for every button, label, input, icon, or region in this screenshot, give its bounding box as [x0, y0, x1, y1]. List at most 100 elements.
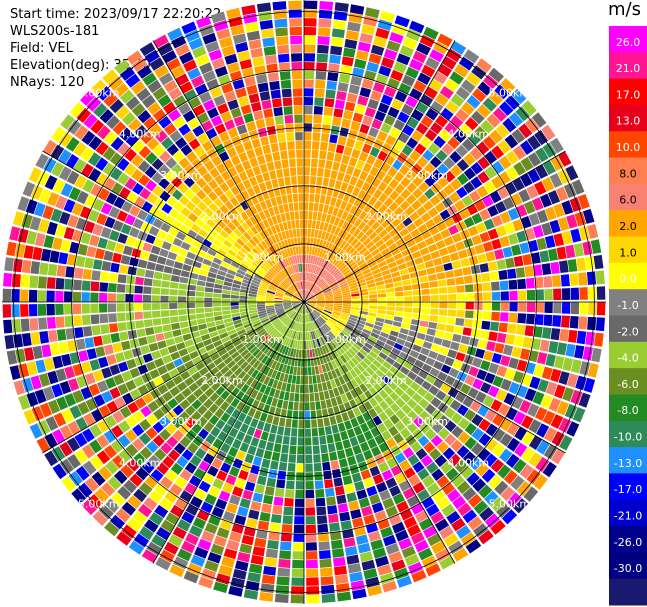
velocity-gate [310, 410, 317, 420]
velocity-gate [226, 360, 236, 369]
velocity-gate [288, 9, 302, 18]
velocity-gate [438, 414, 450, 427]
velocity-gate [308, 300, 317, 302]
velocity-gate [285, 480, 295, 490]
velocity-gate [180, 144, 193, 156]
velocity-gate [402, 317, 412, 324]
velocity-gate [180, 370, 191, 381]
velocity-gate [288, 454, 296, 463]
velocity-gate [223, 159, 234, 170]
velocity-gate [80, 163, 94, 178]
velocity-gate [299, 393, 304, 402]
velocity-gate [178, 123, 191, 136]
velocity-gate [106, 240, 117, 252]
velocity-gate [541, 366, 553, 380]
velocity-gate [257, 82, 269, 93]
velocity-gate [196, 189, 207, 200]
velocity-gate [275, 27, 288, 37]
velocity-gate [551, 448, 565, 465]
velocity-gate [322, 325, 329, 333]
velocity-gate [294, 293, 301, 300]
velocity-gate [451, 260, 462, 269]
velocity-gate [415, 101, 429, 114]
velocity-gate [165, 512, 180, 526]
velocity-gate [236, 238, 245, 247]
velocity-gate [373, 383, 383, 393]
velocity-gate [442, 447, 456, 460]
velocity-gate [167, 27, 183, 41]
velocity-gate [419, 320, 429, 328]
velocity-gate [217, 328, 227, 335]
velocity-gate [205, 343, 215, 352]
velocity-gate [379, 365, 389, 374]
velocity-gate [433, 71, 448, 85]
range-ring-label: 1.00km [242, 251, 284, 264]
velocity-gate [377, 379, 387, 389]
velocity-gate [325, 322, 333, 329]
velocity-gate [328, 63, 340, 73]
velocity-gate [247, 343, 256, 352]
velocity-gate [184, 188, 195, 200]
velocity-gate [112, 410, 125, 424]
velocity-gate [352, 407, 362, 417]
velocity-gate [172, 375, 183, 385]
velocity-gate [372, 473, 384, 485]
velocity-gate [291, 419, 298, 428]
velocity-gate [312, 211, 318, 220]
velocity-gate [345, 223, 353, 233]
velocity-gate [398, 440, 409, 452]
velocity-gate [450, 93, 465, 107]
velocity-gate [229, 494, 241, 506]
velocity-gate [446, 48, 462, 63]
velocity-gate [160, 295, 169, 302]
velocity-gate [541, 124, 556, 141]
velocity-gate [294, 264, 298, 273]
velocity-gate [46, 304, 55, 316]
velocity-gate [129, 257, 139, 267]
velocity-gate [482, 97, 497, 112]
velocity-gate [217, 375, 227, 385]
velocity-gate [236, 506, 249, 517]
velocity-gate [406, 398, 418, 409]
velocity-gate [457, 249, 468, 259]
velocity-gate [359, 551, 373, 563]
velocity-gate [101, 261, 112, 272]
velocity-gate [373, 343, 383, 351]
velocity-gate [158, 164, 170, 177]
velocity-gate [401, 545, 416, 559]
velocity-gate [146, 413, 158, 426]
velocity-gate [138, 336, 148, 346]
velocity-gate [483, 292, 492, 301]
velocity-gate [391, 271, 401, 278]
velocity-gate [260, 394, 268, 404]
velocity-gate [403, 516, 417, 529]
velocity-gate [394, 452, 407, 464]
velocity-gate [327, 205, 335, 215]
velocity-gate [181, 540, 196, 554]
velocity-gate [236, 124, 248, 135]
velocity-gate [340, 354, 348, 364]
velocity-gate [273, 496, 284, 506]
velocity-gate [313, 320, 319, 329]
velocity-gate [226, 416, 237, 427]
velocity-gate [313, 275, 319, 284]
velocity-gate [277, 177, 285, 187]
velocity-gate [282, 336, 289, 346]
velocity-gate [172, 237, 183, 247]
velocity-gate [360, 302, 369, 305]
velocity-gate [318, 18, 332, 28]
velocity-gate [323, 372, 330, 382]
velocity-gate [237, 224, 246, 234]
velocity-gate [561, 288, 571, 300]
velocity-gate [264, 557, 277, 567]
velocity-gate [271, 178, 279, 189]
velocity-gate [164, 233, 175, 244]
velocity-gate [207, 326, 217, 333]
velocity-gate [251, 369, 259, 379]
velocity-gate [514, 442, 528, 457]
velocity-gate [243, 589, 259, 600]
velocity-gate [296, 463, 304, 472]
velocity-gate [277, 426, 285, 436]
velocity-gate [253, 110, 264, 121]
velocity-gate [447, 309, 457, 317]
